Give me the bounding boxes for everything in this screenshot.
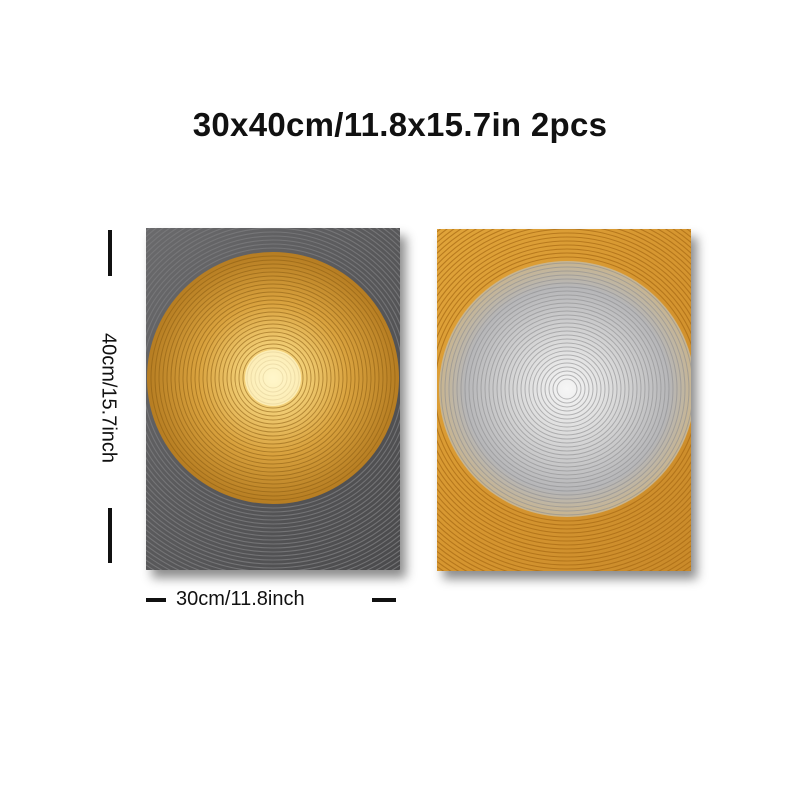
ring [194, 299, 352, 457]
ring [532, 354, 602, 424]
ring [146, 228, 400, 561]
ring [174, 279, 372, 477]
ring [437, 229, 691, 558]
ring [437, 229, 691, 566]
ring [178, 283, 368, 473]
height-dimension-line-bottom [108, 508, 112, 563]
ring [444, 266, 690, 512]
ring [146, 228, 400, 557]
ring [500, 322, 634, 456]
ring [218, 323, 328, 433]
ring [146, 228, 400, 529]
ring [508, 330, 626, 448]
ring [146, 231, 400, 525]
ring [146, 247, 400, 509]
ring [150, 255, 396, 501]
width-dimension-label: 30cm/11.8inch [176, 588, 305, 610]
ring [146, 243, 400, 513]
ring [230, 335, 316, 421]
ring [484, 306, 650, 472]
ring [552, 374, 582, 404]
canvas-panel-gold-silver [437, 229, 691, 571]
ring [528, 350, 606, 428]
ring [437, 229, 691, 570]
ring [437, 244, 691, 534]
ring [437, 229, 691, 554]
ring [516, 338, 618, 440]
ring [440, 262, 691, 516]
gold-silver-artwork [437, 229, 691, 571]
width-dimension-line-left [146, 598, 166, 602]
ring [198, 303, 348, 453]
ring [146, 239, 400, 517]
ring [166, 271, 380, 485]
ring [186, 291, 360, 465]
ring [437, 229, 691, 562]
ring [548, 370, 586, 408]
ring [464, 286, 670, 492]
ring [536, 358, 598, 420]
ring [146, 235, 400, 521]
ring [448, 270, 686, 508]
ring [496, 318, 638, 460]
ring [492, 314, 642, 464]
ring [170, 275, 376, 481]
ring [146, 228, 400, 533]
ring [222, 327, 324, 429]
ring [437, 236, 691, 542]
ring [452, 274, 682, 504]
canvas-panel-gray-gold [146, 228, 400, 570]
ring [158, 263, 388, 493]
ring [146, 228, 400, 553]
ring [214, 319, 332, 437]
ring [206, 311, 340, 445]
ring [512, 334, 622, 444]
ring [146, 228, 400, 545]
page-title: 30x40cm/11.8x15.7in 2pcs [192, 106, 608, 143]
ring [460, 282, 674, 496]
ring [146, 228, 400, 569]
ring [437, 240, 691, 538]
ring [146, 228, 400, 541]
ring [476, 298, 658, 480]
ring [182, 287, 364, 469]
ring [540, 362, 594, 416]
ring [146, 228, 400, 565]
ring [480, 302, 654, 476]
ring [234, 339, 312, 417]
height-dimension-label: 40cm/15.7inch [97, 332, 120, 464]
ring [210, 315, 336, 441]
height-dimension-line-top [108, 230, 112, 276]
ring [437, 248, 691, 530]
ring [556, 378, 578, 400]
ring [190, 295, 356, 461]
ring [242, 347, 304, 409]
ring [468, 290, 666, 488]
ring [437, 232, 691, 546]
ring [162, 267, 384, 489]
width-dimension-line-right [372, 598, 396, 602]
ring [437, 229, 691, 550]
ring [146, 228, 400, 549]
ring [488, 310, 646, 468]
ring [456, 278, 678, 500]
ring [437, 252, 691, 526]
ring [202, 307, 344, 449]
ring [520, 342, 614, 436]
gray-gold-artwork [146, 228, 400, 570]
ring [504, 326, 630, 452]
ring [524, 346, 610, 432]
ring [472, 294, 662, 484]
ring [154, 259, 392, 497]
ring [437, 256, 691, 522]
ring [544, 366, 590, 412]
ring [146, 228, 400, 537]
ring [238, 343, 308, 413]
ring [226, 331, 320, 425]
